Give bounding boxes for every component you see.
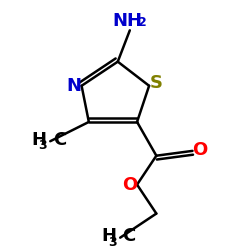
Text: H: H bbox=[32, 131, 47, 149]
Text: O: O bbox=[192, 141, 207, 159]
Text: NH: NH bbox=[112, 12, 142, 30]
Text: O: O bbox=[122, 176, 138, 194]
Text: H: H bbox=[102, 228, 116, 246]
Text: C: C bbox=[122, 228, 136, 246]
Text: C: C bbox=[53, 131, 66, 149]
Text: 2: 2 bbox=[138, 16, 147, 29]
Text: S: S bbox=[150, 74, 163, 92]
Text: N: N bbox=[67, 77, 82, 95]
Text: 3: 3 bbox=[38, 139, 47, 152]
Text: 3: 3 bbox=[108, 236, 116, 248]
